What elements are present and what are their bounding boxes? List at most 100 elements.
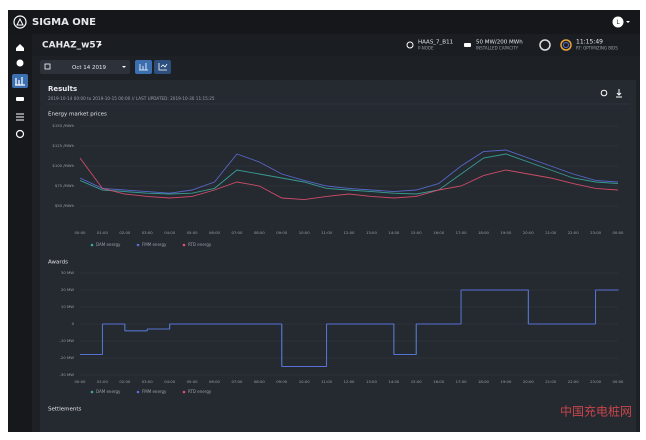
results-panel: [40, 80, 636, 432]
y-tick-label: -20 MW: [60, 355, 75, 360]
price-line: [79, 157, 619, 201]
y-tick-label: $50 /MWh: [55, 203, 75, 208]
x-tick-label: 04:00: [164, 379, 176, 384]
home-icon[interactable]: [16, 44, 24, 51]
y-tick-label: $100 /MWh: [52, 163, 74, 168]
legend-label: DAM energy: [96, 389, 121, 394]
refresh-button[interactable]: [600, 89, 608, 97]
x-tick-label: 16:00: [433, 230, 445, 235]
legend-swatch: [90, 390, 94, 394]
y-tick-label: -10 MW: [60, 338, 75, 343]
x-tick-label: 00:00: [75, 230, 87, 235]
status-time: 11:15:49: [576, 39, 603, 46]
status-ring: [563, 42, 569, 48]
x-tick-label: 18:00: [478, 230, 490, 235]
legend-label: DAM energy: [96, 242, 121, 247]
avatar-initial: L: [616, 19, 620, 26]
x-tick-label: 12:00: [344, 379, 356, 384]
x-tick-label: 08:00: [254, 230, 266, 235]
x-tick-label: 13:00: [366, 230, 378, 235]
chart-icon: [15, 77, 25, 86]
x-tick-label: 06:00: [209, 379, 221, 384]
y-tick-label: 20 MW: [61, 287, 74, 292]
legend-swatch: [90, 243, 94, 247]
legend-swatch: [136, 243, 140, 247]
legend-swatch: [182, 390, 186, 394]
money-icon[interactable]: [15, 129, 25, 139]
nav-icon[interactable]: [16, 59, 24, 67]
subheader: [32, 34, 640, 56]
x-tick-label: 11:00: [321, 230, 333, 235]
x-tick-label: 23:00: [590, 230, 602, 235]
chart-title: Awards: [48, 260, 68, 266]
x-tick-label: 15:00: [411, 379, 423, 384]
x-tick-label: 12:00: [344, 230, 356, 235]
x-tick-label: 21:00: [545, 230, 557, 235]
y-tick-label: 30 MW: [61, 270, 74, 275]
x-tick-label: 10:00: [299, 230, 311, 235]
x-tick-label: 05:00: [187, 379, 199, 384]
legend-label: RTD energy: [188, 389, 212, 394]
status-ring: [539, 39, 551, 51]
top-bar: [8, 10, 640, 34]
x-tick-label: 20:00: [523, 379, 535, 384]
x-tick-label: 02:00: [119, 230, 131, 235]
brand: SIGMA ONE: [32, 17, 96, 28]
node-value: HAAS_7_B11: [418, 40, 453, 46]
x-tick-label: 06:00: [209, 230, 221, 235]
x-tick-label: 02:00: [119, 379, 131, 384]
settlements-title: Settlements: [48, 407, 81, 413]
sidebar: [8, 34, 32, 432]
view-button[interactable]: [154, 60, 171, 74]
capacity-value: 50 MW/200 MWh: [476, 40, 523, 46]
x-tick-label: 18:00: [478, 379, 490, 384]
x-tick-label: 13:00: [366, 379, 378, 384]
x-tick-label: 01:00: [97, 230, 109, 235]
chart-title: Energy market prices: [48, 112, 107, 118]
y-tick-label: -30 MW: [60, 372, 75, 377]
x-tick-label: 05:00: [187, 230, 199, 235]
x-tick-label: 11:00: [321, 379, 333, 384]
caret: [122, 66, 126, 68]
date-picker[interactable]: [40, 60, 130, 74]
x-tick-label: 17:00: [456, 230, 468, 235]
x-tick-label: 19:00: [500, 379, 512, 384]
x-tick-label: 08:00: [254, 379, 266, 384]
x-tick-label: 16:00: [433, 379, 445, 384]
price-line: [79, 149, 619, 194]
x-tick-label: 14:00: [388, 230, 400, 235]
date-value: Oct 14 2019: [72, 65, 107, 71]
x-tick-label: 09:00: [276, 379, 288, 384]
avatar[interactable]: [612, 16, 624, 28]
y-tick-label: 0: [72, 321, 75, 326]
x-tick-label: 03:00: [142, 379, 154, 384]
download-button[interactable]: [616, 89, 622, 98]
x-tick-label: 00:00: [75, 379, 87, 384]
x-tick-label: 09:00: [276, 230, 288, 235]
settings-icon[interactable]: [16, 113, 24, 121]
x-tick-label: 21:00: [545, 379, 557, 384]
nav-active[interactable]: [12, 74, 28, 88]
x-tick-label: 10:00: [299, 379, 311, 384]
status-label: RT: OPTIMIZING BIDS: [576, 46, 618, 51]
x-tick-label: 07:00: [231, 230, 243, 235]
project-name[interactable]: CAHAZ_w57: [42, 41, 102, 51]
results-subtitle: 2019-10-14 00:00 to 2019-10-15 00:00 // …: [48, 96, 215, 101]
legend-label: RTD energy: [188, 242, 212, 247]
capacity-label: INSTALLED CAPACITY: [476, 46, 519, 51]
legend-swatch: [182, 243, 186, 247]
caret: [98, 44, 102, 46]
x-tick-label: 20:00: [523, 230, 535, 235]
battery-nav-icon[interactable]: [16, 97, 24, 101]
price-line: [79, 153, 619, 195]
globe-icon: [406, 41, 414, 49]
x-tick-label: 19:00: [500, 230, 512, 235]
watermark: 中国充电桩网: [560, 404, 632, 419]
x-tick-label: 22:00: [568, 379, 580, 384]
results-title: Results: [48, 85, 77, 93]
caret: [626, 21, 630, 23]
x-tick-label: 04:00: [164, 230, 176, 235]
view-button[interactable]: [135, 60, 152, 74]
x-tick-label: 03:00: [142, 230, 154, 235]
